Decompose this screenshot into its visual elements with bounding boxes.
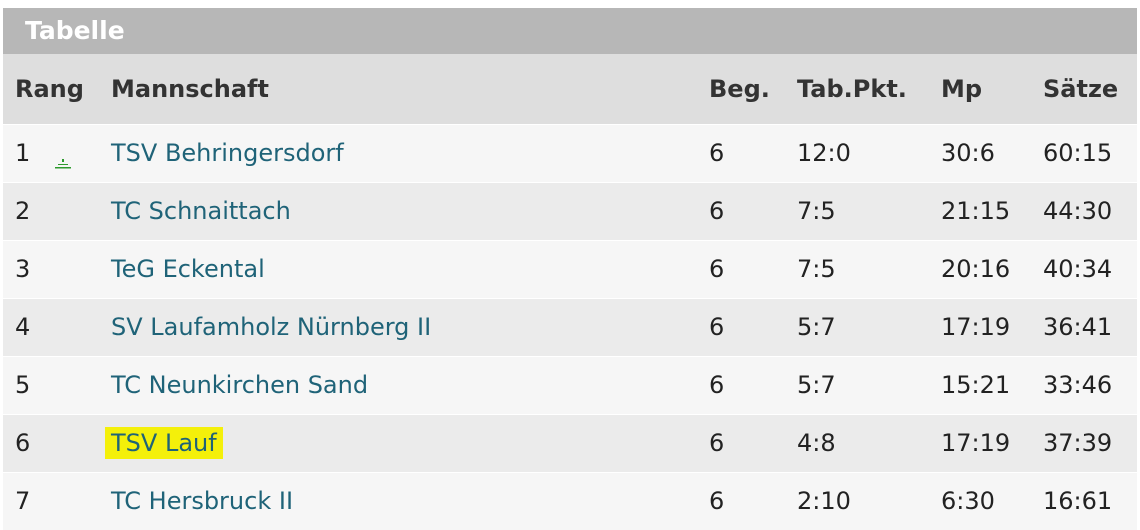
points-cell: 7:5 [797,239,941,298]
match-points-cell: 30:6 [941,123,1043,182]
col-header-team: Mannschaft [111,74,269,103]
points-cell: 5:7 [797,297,941,356]
col-header-played: Beg. [709,74,770,103]
standings-table: Rang Mannschaft Beg. Tab.Pkt. Mp Sätze 1… [3,54,1137,530]
team-link[interactable]: TeG Eckental [111,255,265,283]
points-cell: 2:10 [797,471,941,530]
points-cell: 7:5 [797,181,941,240]
team-link[interactable]: SV Laufamholz Nürnberg II [111,313,432,341]
match-points-cell: 17:19 [941,297,1043,356]
col-header-sets: Sätze [1043,74,1119,103]
rank-cell: 4 [3,297,111,356]
played-cell: 6 [709,471,797,530]
sets-cell: 44:30 [1043,181,1137,240]
played-cell: 6 [709,297,797,356]
table-row: 3 TeG Eckental 6 7:5 20:16 40:34 [3,239,1137,298]
sets-cell: 40:34 [1043,239,1137,298]
match-points-cell: 6:30 [941,471,1043,530]
table-row: 7 TC Hersbruck II 6 2:10 6:30 16:61 [3,471,1137,530]
sets-cell: 60:15 [1043,123,1137,182]
played-cell: 6 [709,413,797,472]
table-row: 5 TC Neunkirchen Sand 6 5:7 15:21 33:46 [3,355,1137,414]
promotion-icon [55,147,71,169]
sets-cell: 36:41 [1043,297,1137,356]
match-points-cell: 20:16 [941,239,1043,298]
sets-cell: 16:61 [1043,471,1137,530]
match-points-cell: 15:21 [941,355,1043,414]
sets-cell: 37:39 [1043,413,1137,472]
match-points-cell: 17:19 [941,413,1043,472]
table-row: 6 TSV Lauf 6 4:8 17:19 37:39 [3,413,1137,472]
points-cell: 5:7 [797,355,941,414]
table-row: 2 TC Schnaittach 6 7:5 21:15 44:30 [3,181,1137,240]
team-link[interactable]: TSV Behringersdorf [111,139,344,167]
played-cell: 6 [709,239,797,298]
col-header-points: Tab.Pkt. [797,74,907,103]
rank-cell: 2 [3,181,111,240]
team-link[interactable]: TC Schnaittach [111,197,291,225]
col-header-match-points: Mp [941,74,983,103]
played-cell: 6 [709,123,797,182]
played-cell: 6 [709,181,797,240]
points-cell: 4:8 [797,413,941,472]
points-cell: 12:0 [797,123,941,182]
sets-cell: 33:46 [1043,355,1137,414]
played-cell: 6 [709,355,797,414]
rank-cell: 1 [15,139,31,167]
rank-cell: 5 [3,355,111,414]
table-row: 4 SV Laufamholz Nürnberg II 6 5:7 17:19 … [3,297,1137,356]
col-header-rank: Rang [15,74,84,103]
table-header-row: Rang Mannschaft Beg. Tab.Pkt. Mp Sätze [3,54,1137,124]
team-link-highlighted[interactable]: TSV Lauf [105,427,223,459]
rank-cell: 6 [3,413,111,472]
table-row: 1 TSV Behringersdorf 6 12:0 30:6 60:15 [3,123,1137,182]
team-link[interactable]: TC Hersbruck II [111,487,294,516]
team-link[interactable]: TC Neunkirchen Sand [111,371,369,399]
standings-panel: Tabelle Rang Mannschaft Beg. Tab.Pkt. Mp… [3,8,1137,530]
rank-cell: 7 [3,471,111,530]
rank-cell: 3 [3,239,111,298]
match-points-cell: 21:15 [941,181,1043,240]
panel-title: Tabelle [3,8,1137,54]
